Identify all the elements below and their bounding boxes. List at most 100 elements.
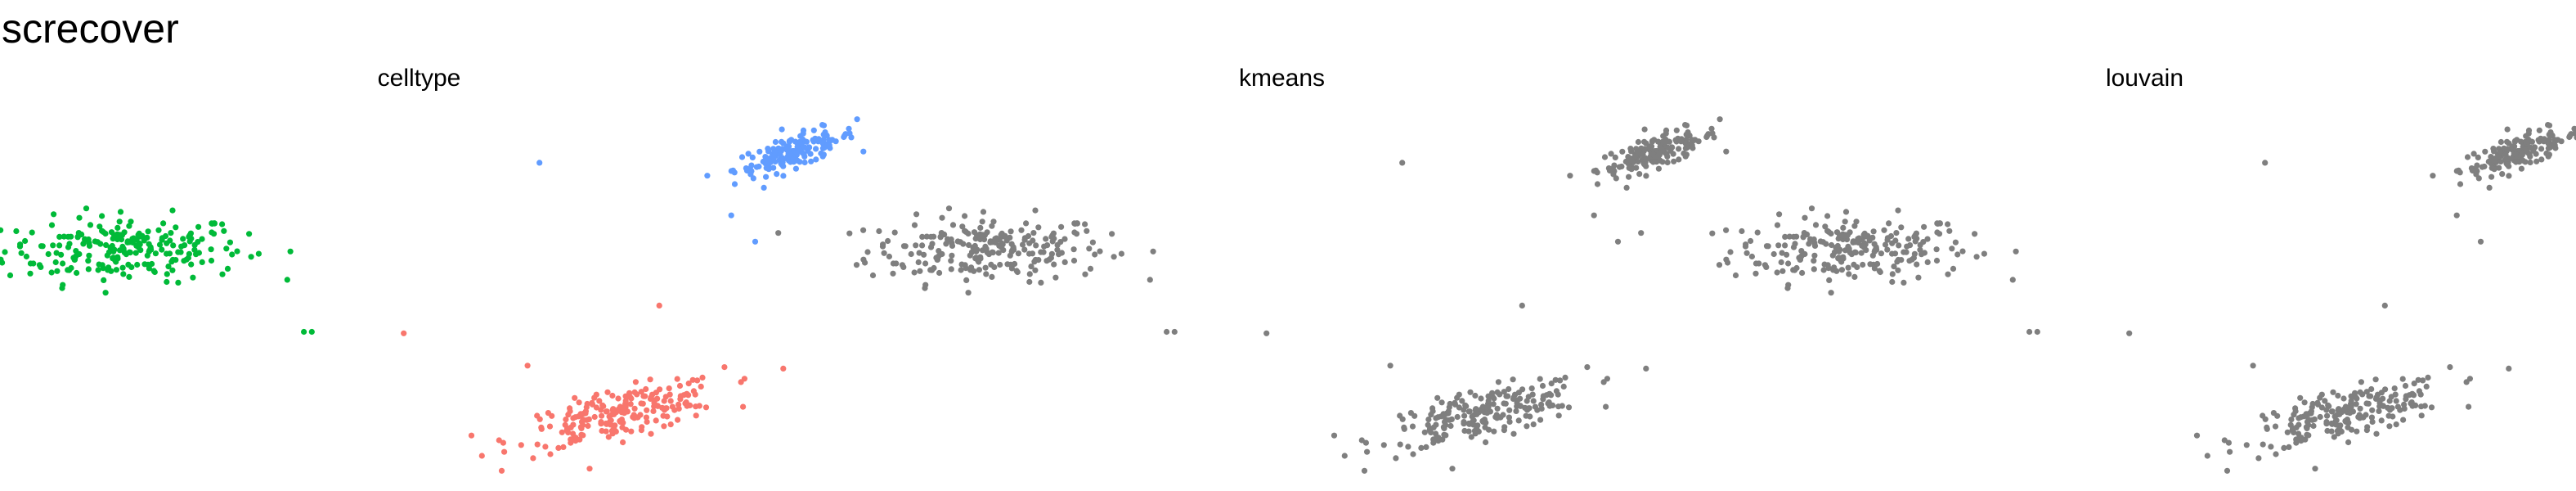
data-point <box>555 444 562 452</box>
data-point <box>2345 439 2352 446</box>
data-point <box>2536 127 2542 133</box>
data-point <box>287 248 294 255</box>
data-point <box>617 403 624 410</box>
data-point <box>124 238 131 245</box>
data-point <box>945 205 953 212</box>
data-point <box>2340 395 2347 402</box>
data-point <box>1820 267 1827 273</box>
data-point <box>1490 401 1497 408</box>
data-point <box>133 242 140 249</box>
data-point <box>1501 400 1507 407</box>
data-point <box>923 233 930 240</box>
data-point <box>2466 403 2472 410</box>
data-point <box>763 164 770 171</box>
data-point <box>1950 265 1957 272</box>
data-point <box>765 148 772 155</box>
data-point <box>1513 408 1519 414</box>
data-point <box>50 242 56 249</box>
data-point <box>224 265 231 272</box>
data-point <box>651 399 657 406</box>
data-point <box>1495 379 1501 385</box>
data-point <box>1917 246 1923 253</box>
data-point <box>936 248 942 255</box>
data-point <box>1874 260 1881 268</box>
data-point <box>1896 242 1902 249</box>
data-point <box>2386 423 2393 430</box>
data-point <box>1934 220 1941 227</box>
data-point <box>246 231 253 237</box>
data-point <box>1824 213 1831 219</box>
data-point <box>1806 241 1812 247</box>
data-point <box>2255 455 2262 462</box>
data-point <box>1859 242 1865 249</box>
data-point <box>1851 273 1858 280</box>
data-point <box>808 158 815 164</box>
data-point <box>760 158 766 165</box>
data-point <box>1485 398 1492 404</box>
data-point <box>1483 439 1489 446</box>
data-point <box>208 246 214 253</box>
data-point <box>2506 365 2512 372</box>
data-point <box>2506 173 2512 179</box>
data-point <box>1887 232 1895 240</box>
data-point <box>1364 448 1371 455</box>
data-point <box>1150 248 1156 255</box>
data-point <box>1831 249 1838 255</box>
data-point <box>965 290 972 296</box>
data-point <box>1779 268 1786 274</box>
data-point <box>1567 173 1573 179</box>
data-point <box>2324 412 2331 419</box>
data-point <box>2504 161 2511 168</box>
data-point <box>568 436 574 443</box>
data-point <box>2304 418 2311 426</box>
data-point <box>1640 151 1646 158</box>
data-point <box>125 261 132 268</box>
data-point <box>1808 205 1815 212</box>
data-point <box>1449 466 1456 472</box>
data-point <box>113 267 119 273</box>
data-point <box>580 432 586 439</box>
data-point <box>1118 250 1124 257</box>
data-point <box>2391 385 2398 392</box>
data-point <box>989 223 995 229</box>
data-point <box>1430 436 1437 443</box>
data-point <box>1972 231 1978 237</box>
data-point <box>922 260 929 267</box>
data-point <box>145 228 151 235</box>
data-point <box>685 392 692 399</box>
data-point <box>1775 242 1782 249</box>
data-point <box>1782 233 1788 240</box>
data-point <box>927 244 935 250</box>
data-point <box>2342 403 2349 410</box>
data-point <box>738 379 744 385</box>
data-point <box>1051 261 1057 268</box>
data-point <box>538 424 545 431</box>
data-point <box>1555 403 1562 410</box>
data-point <box>255 250 262 257</box>
data-point <box>948 266 954 273</box>
data-point <box>1802 214 1808 221</box>
data-point <box>1591 168 1597 174</box>
data-point <box>23 253 29 260</box>
data-point <box>622 404 628 411</box>
data-point <box>609 392 616 399</box>
data-point <box>186 238 193 245</box>
data-point <box>186 233 192 240</box>
data-point <box>2331 434 2337 440</box>
data-point <box>51 211 57 218</box>
data-point <box>501 448 508 455</box>
data-point <box>1716 262 1723 268</box>
data-point <box>891 229 898 236</box>
data-point <box>1763 264 1770 270</box>
data-point <box>2227 448 2233 455</box>
data-point <box>1770 250 1777 258</box>
data-point <box>2522 138 2529 146</box>
data-point <box>1537 417 1544 423</box>
data-point <box>1782 242 1788 249</box>
data-point <box>1676 156 1682 163</box>
data-point <box>2411 381 2417 387</box>
data-point <box>2506 140 2512 146</box>
outlier-point <box>1399 160 1406 166</box>
data-point <box>780 155 787 162</box>
data-point <box>227 239 233 246</box>
